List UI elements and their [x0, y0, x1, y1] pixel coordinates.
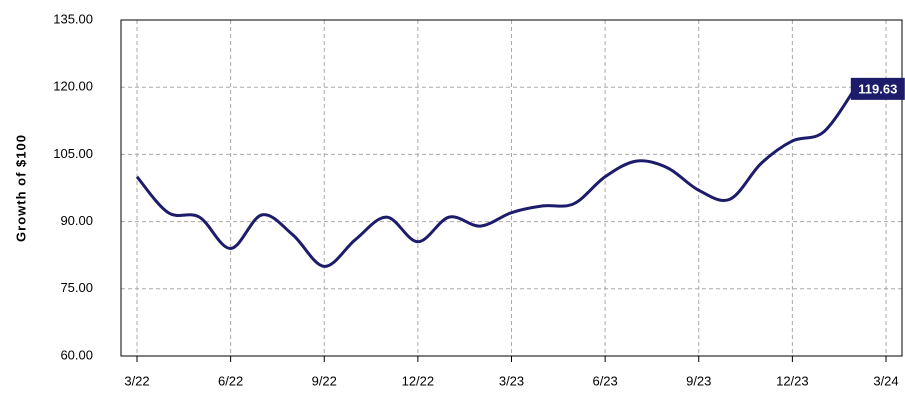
x-tick-label: 9/22 [312, 373, 337, 388]
x-tick-label: 12/23 [776, 373, 809, 388]
line-series [135, 87, 857, 268]
y-tick-label: 60.00 [60, 347, 93, 362]
x-tick-label: 3/24 [873, 373, 898, 388]
end-label-text: 119.63 [858, 81, 897, 96]
y-tick-label: 90.00 [60, 213, 93, 228]
end-label: 119.63 [850, 77, 905, 100]
x-tick-label: 6/23 [592, 373, 617, 388]
end-label-box [850, 77, 905, 100]
y-tick-label: 105.00 [53, 146, 93, 161]
x-tick-label: 9/23 [686, 373, 711, 388]
y-tick-label: 135.00 [53, 11, 93, 26]
x-tick-label: 3/23 [499, 373, 524, 388]
x-tick-label: 3/22 [124, 373, 149, 388]
y-tick-label: 75.00 [60, 280, 93, 295]
y-axis-title: Growth of $100 [13, 134, 28, 242]
plot-frame [120, 19, 903, 357]
y-tick-label: 120.00 [53, 79, 93, 94]
x-tick-label: 6/22 [218, 373, 243, 388]
x-tick-label: 12/22 [402, 373, 435, 388]
